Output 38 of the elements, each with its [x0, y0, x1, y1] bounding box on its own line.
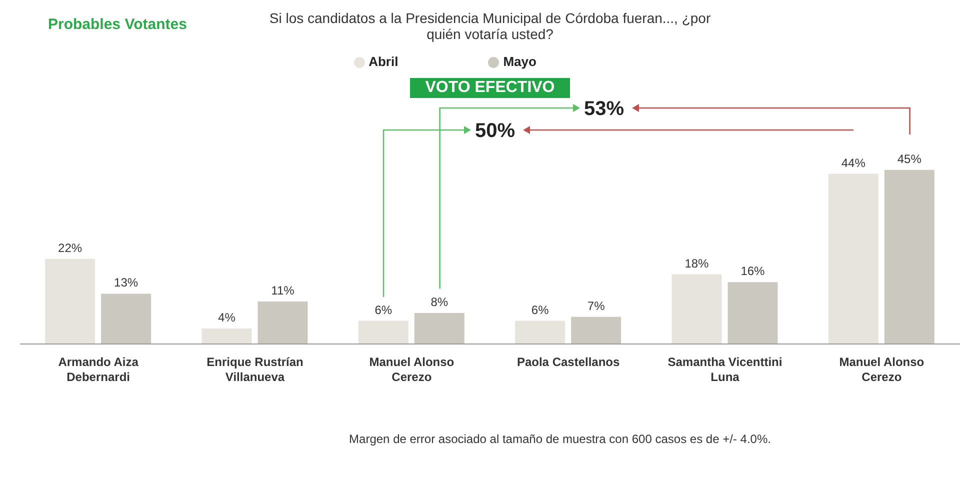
data-label: 18% [684, 256, 710, 270]
data-label: 8% [430, 295, 448, 310]
legend-label: Mayo [503, 54, 536, 69]
chart-title: Si los candidatos a la Presidencia Municipal de Córdoba fueran..., ¿por quién votaría usted? [268, 9, 712, 42]
bar [358, 320, 408, 344]
bar [515, 320, 566, 344]
x-tick-label: Manuel Alonso Cerezo [839, 355, 924, 384]
bar [202, 328, 252, 344]
chart-subtitle: Probables Votantes [48, 16, 187, 33]
legend-label: Abril [368, 54, 398, 69]
data-label: 11% [271, 283, 295, 298]
data-label: 13% [114, 276, 138, 290]
x-tick-label: Samantha Vicenttini Luna [668, 355, 782, 384]
bar [672, 274, 722, 344]
data-label: 6% [374, 302, 392, 317]
bar [571, 316, 622, 344]
x-tick-label: Paola Castellanos [516, 355, 620, 369]
bar [258, 301, 308, 344]
text: 53% [584, 98, 624, 120]
text: Margen de error asociado al tamaño de muestra con 600 casos es de +/- 4.0%. [348, 432, 772, 446]
bar [884, 170, 934, 344]
x-tick-label: Manuel Alonso Cerezo [369, 355, 454, 384]
text: VOTO EFECTIVO [410, 78, 570, 98]
bar [45, 258, 96, 344]
x-tick-label: Armando Aiza Debernardi [58, 355, 139, 384]
data-label: 6% [531, 302, 550, 317]
bar [728, 282, 778, 344]
data-label: 16% [740, 264, 766, 278]
data-label: 7% [587, 298, 606, 313]
bar [101, 294, 152, 344]
data-label: 4% [218, 310, 236, 325]
bar [414, 313, 464, 344]
text: 50% [475, 120, 516, 142]
bar [828, 174, 878, 344]
data-label: 22% [58, 240, 82, 255]
data-label: 45% [897, 152, 922, 166]
x-tick-label: Enrique Rustrían Villanueva [206, 355, 304, 384]
data-label: 44% [841, 156, 866, 170]
